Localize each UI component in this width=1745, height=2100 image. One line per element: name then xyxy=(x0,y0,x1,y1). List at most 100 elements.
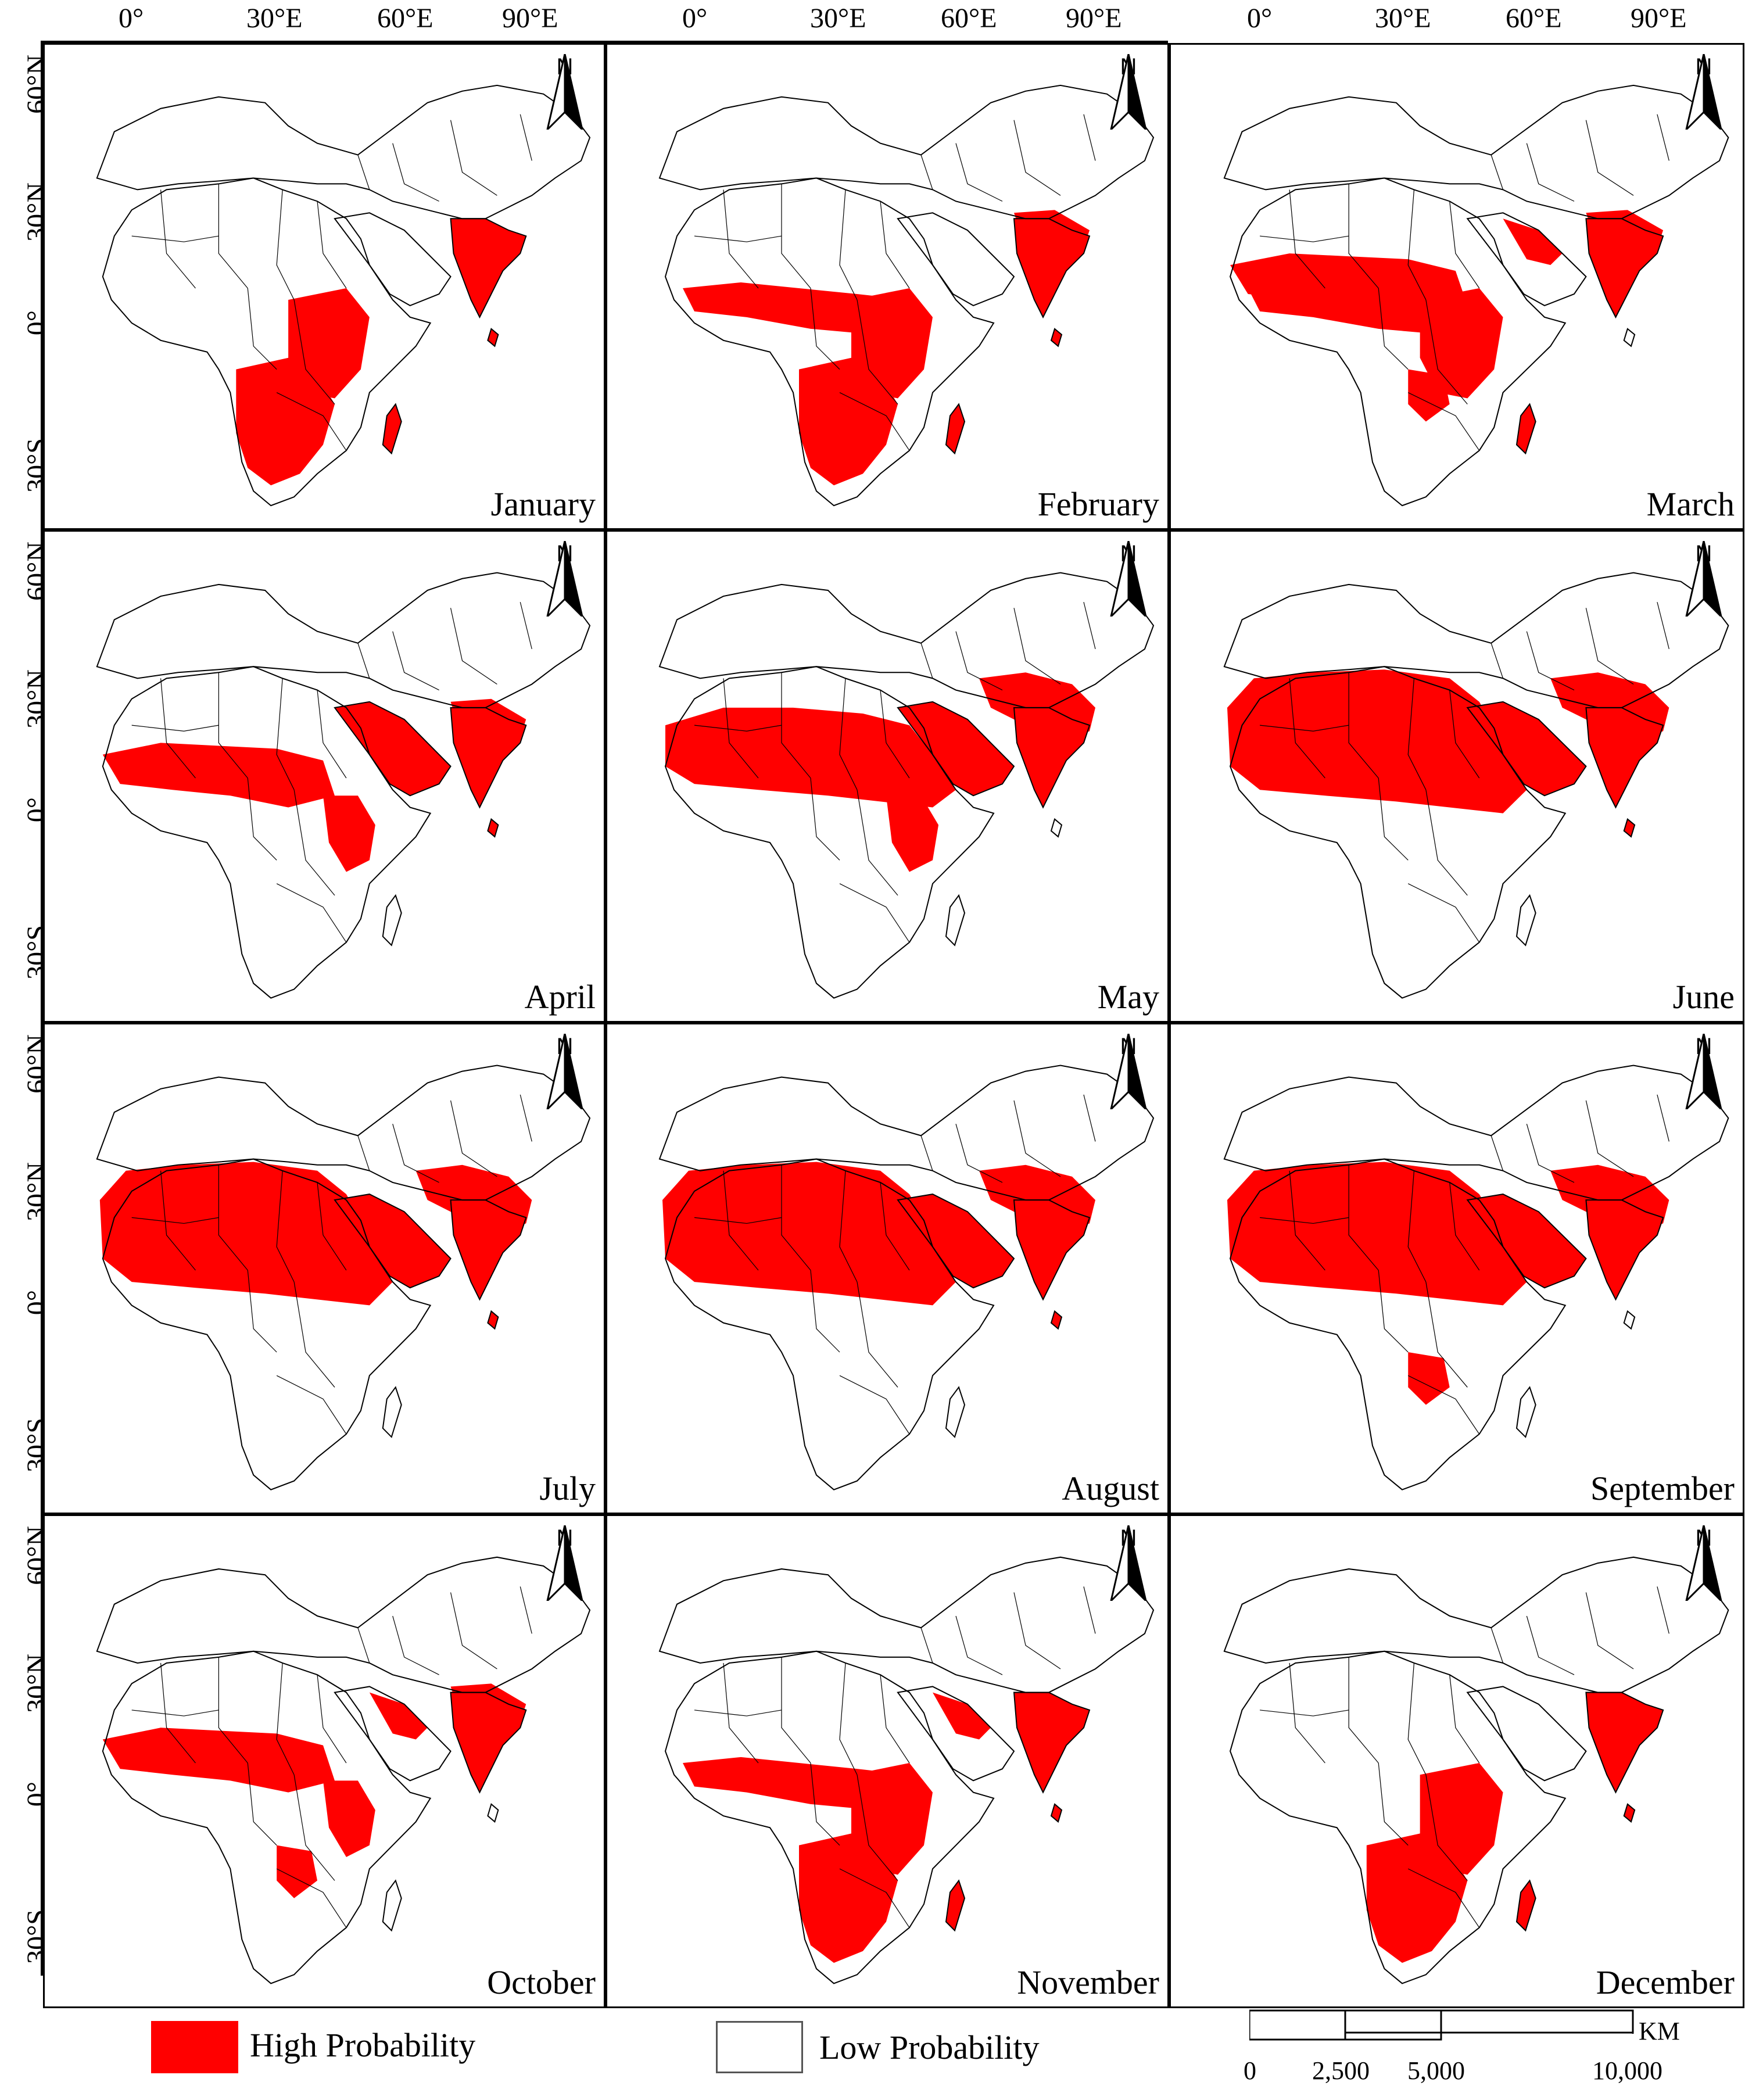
country-border xyxy=(857,299,898,404)
high-probability-region xyxy=(946,1880,965,1931)
high-probability-region xyxy=(799,1833,898,1963)
country-border xyxy=(450,1592,497,1669)
land-outline xyxy=(1050,1803,1063,1823)
country-border xyxy=(1449,201,1480,289)
land-outline xyxy=(487,818,499,838)
land-outline xyxy=(450,218,527,319)
land-outline xyxy=(1515,403,1536,455)
land-outline xyxy=(1515,1879,1536,1932)
country-border xyxy=(519,114,532,161)
country-border xyxy=(1585,1100,1634,1177)
scale-unit: KM xyxy=(1639,2017,1680,2045)
high-probability-region xyxy=(1227,669,1527,814)
land-outline xyxy=(382,403,402,455)
country-border xyxy=(723,1662,759,1764)
land-outline xyxy=(664,1650,995,1984)
high-probability-region xyxy=(898,701,1014,796)
map-graphic xyxy=(96,1556,591,1984)
high-probability-region xyxy=(102,1728,335,1793)
north-arrow-graphic xyxy=(1110,1525,1147,1601)
land-outline xyxy=(658,1065,1155,1201)
longitude-label: 0° xyxy=(119,3,144,34)
country-border xyxy=(839,1170,858,1282)
country-border xyxy=(247,1762,277,1846)
high-probability-region xyxy=(1366,1833,1468,1963)
land-outline xyxy=(450,1692,527,1794)
country-border xyxy=(276,1662,295,1775)
map-graphic xyxy=(96,572,591,999)
scale-bar: KM 0 2,500 5,000 10,000 xyxy=(1244,1999,1714,2098)
high-probability-region xyxy=(933,1692,991,1740)
scale-label-5000: 5,000 xyxy=(1407,2056,1465,2085)
land-outline xyxy=(945,403,966,455)
country-border xyxy=(781,1164,811,1271)
country-border xyxy=(247,288,277,370)
map-panel-august: N August xyxy=(605,1023,1169,1514)
high-probability-region xyxy=(665,707,956,808)
land-outline xyxy=(658,84,1155,220)
country-border xyxy=(317,1675,347,1764)
north-arrow-icon: N xyxy=(1108,1034,1149,1138)
high-probability-region xyxy=(1408,1352,1450,1405)
map-panel-march: N March xyxy=(1169,43,1744,530)
country-border xyxy=(276,392,347,451)
country-border xyxy=(1083,1586,1096,1634)
country-border xyxy=(392,1124,439,1183)
country-border xyxy=(723,678,759,779)
high-probability-region xyxy=(1467,701,1586,796)
country-border xyxy=(1490,155,1504,190)
country-border xyxy=(1289,1170,1325,1271)
country-border xyxy=(293,1282,335,1388)
longitude-label: 90°E xyxy=(502,3,558,34)
month-label: February xyxy=(1037,485,1159,523)
land-outline xyxy=(658,1556,1155,1693)
country-border xyxy=(1407,1375,1480,1435)
high-probability-region xyxy=(886,795,938,872)
country-border xyxy=(1657,601,1669,650)
country-border xyxy=(1083,114,1096,161)
land-outline xyxy=(1229,177,1567,507)
country-border xyxy=(880,1182,910,1271)
high-probability-region xyxy=(1586,1692,1664,1793)
map-panel-june: N June xyxy=(1169,530,1744,1023)
land-outline xyxy=(1466,701,1587,797)
map-panel-july: N July xyxy=(43,1023,605,1514)
country-border xyxy=(1407,189,1427,300)
country-border xyxy=(392,1615,439,1675)
high-probability-region xyxy=(662,1162,956,1306)
north-arrow-icon: N xyxy=(1108,54,1149,159)
land-outline xyxy=(945,1879,966,1932)
land-outline xyxy=(664,177,995,507)
map-graphic xyxy=(96,1065,591,1490)
high-probability-region xyxy=(277,1845,318,1898)
country-border xyxy=(694,1710,782,1716)
country-border xyxy=(1585,1592,1634,1669)
map-graphic xyxy=(1223,1065,1729,1490)
country-border xyxy=(880,201,910,289)
country-border xyxy=(357,155,370,190)
scale-label-2500: 2,500 xyxy=(1312,2056,1370,2085)
land-outline xyxy=(945,1386,966,1438)
country-border xyxy=(694,235,782,242)
country-border xyxy=(131,235,219,242)
map-graphic xyxy=(1223,572,1729,999)
land-outline xyxy=(1466,212,1587,307)
land-outline xyxy=(1515,1386,1536,1438)
country-border xyxy=(839,1868,910,1928)
country-border xyxy=(694,725,782,732)
north-arrow-graphic xyxy=(546,541,583,617)
north-arrow-graphic xyxy=(1110,54,1147,130)
country-border xyxy=(1425,1282,1468,1388)
high-probability-region xyxy=(1624,1804,1635,1822)
longitude-label: 60°E xyxy=(1506,3,1562,34)
high-probability-region xyxy=(334,1194,451,1288)
country-border xyxy=(450,120,497,196)
longitude-label: 30°E xyxy=(246,3,303,34)
country-border xyxy=(810,777,840,861)
country-border xyxy=(1289,678,1325,779)
country-border xyxy=(1449,1675,1480,1764)
land-outline xyxy=(450,1199,527,1301)
land-outline xyxy=(664,666,995,999)
country-border xyxy=(1657,1094,1669,1142)
land-outline xyxy=(945,894,966,947)
